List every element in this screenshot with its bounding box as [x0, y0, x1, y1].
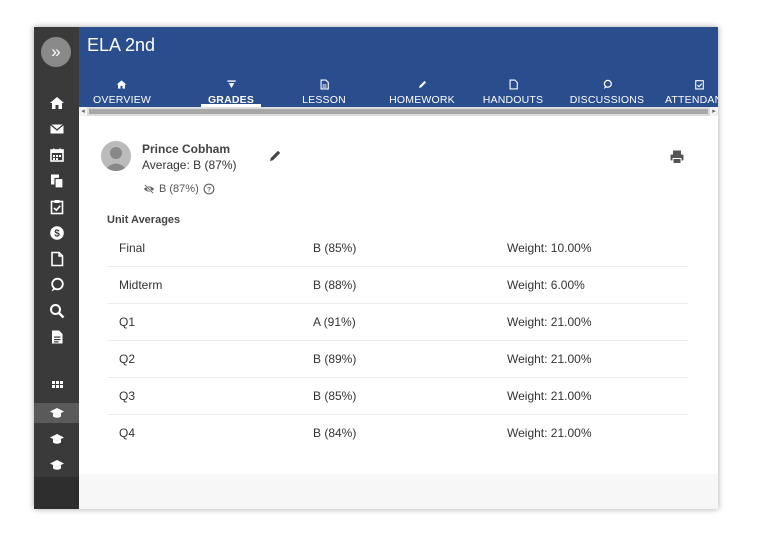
unit-weight: Weight: 10.00% [507, 241, 592, 255]
scroll-right-arrow-icon[interactable]: ▸ [710, 107, 718, 116]
unit-grade: B (85%) [313, 241, 357, 255]
unit-grade: B (84%) [313, 426, 357, 440]
list-item[interactable]: Q1 A (91%) Weight: 21.00% [107, 304, 688, 341]
sidebar-footer [34, 477, 79, 509]
course-header: ELA 2nd OVERVIEW GRADES LESSON PLANS HOM… [79, 27, 718, 118]
unit-name: Q3 [119, 389, 136, 403]
list-item[interactable]: Q3 B (85%) Weight: 21.00% [107, 378, 688, 415]
unit-weight: Weight: 21.00% [507, 352, 592, 366]
home-icon[interactable] [34, 93, 79, 113]
unit-averages-title: Unit Averages [107, 214, 181, 226]
dollar-icon[interactable]: $ [34, 223, 79, 243]
tab-label: ATTENDANCE [665, 94, 718, 106]
eye-slash-icon[interactable] [143, 183, 155, 195]
clipboard-check-icon[interactable] [34, 197, 79, 217]
unit-name: Q2 [119, 352, 136, 366]
unit-grade: B (89%) [313, 352, 357, 366]
unit-averages-list: Final B (85%) Weight: 10.00% Midterm B (… [107, 230, 688, 451]
list-item[interactable]: Q2 B (89%) Weight: 21.00% [107, 341, 688, 378]
scroll-thumb[interactable] [89, 109, 708, 114]
grid-icon[interactable] [34, 375, 79, 395]
unit-grade: B (88%) [313, 278, 357, 292]
sidebar-toggle-button[interactable]: » [41, 37, 71, 67]
tab-discussions[interactable]: DISCUSSIONS [568, 79, 646, 107]
tab-overview[interactable]: OVERVIEW [93, 79, 152, 107]
student-average: Average: B (87%) [142, 158, 237, 172]
file-text-icon[interactable] [34, 327, 79, 347]
pencil-icon[interactable] [267, 148, 283, 164]
tab-grades[interactable]: GRADES [201, 79, 261, 107]
tab-label: HANDOUTS [482, 94, 544, 106]
tab-handouts[interactable]: HANDOUTS [481, 79, 545, 107]
search-icon[interactable] [34, 301, 79, 321]
app-window: » $ [34, 27, 718, 509]
unit-name: Q1 [119, 315, 136, 329]
unit-weight: Weight: 21.00% [507, 315, 592, 329]
unit-name: Midterm [119, 278, 163, 292]
chat-icon [568, 79, 646, 91]
list-item[interactable]: Midterm B (88%) Weight: 6.00% [107, 267, 688, 304]
hidden-average: B (87%) ? [143, 183, 215, 195]
graduation-cap-icon[interactable] [34, 455, 79, 475]
list-item[interactable]: Final B (85%) Weight: 10.00% [107, 230, 688, 267]
graduation-cap-icon[interactable] [34, 403, 79, 423]
copy-icon[interactable] [34, 171, 79, 191]
unit-grade: A (91%) [313, 315, 356, 329]
svg-text:$: $ [54, 229, 60, 240]
active-tab-indicator [201, 104, 261, 107]
hidden-average-value: B (87%) [159, 183, 199, 195]
unit-weight: Weight: 21.00% [507, 389, 592, 403]
tab-label: OVERVIEW [93, 94, 152, 106]
avatar [101, 141, 131, 171]
page-footer [79, 474, 718, 509]
tab-attendance[interactable]: ATTENDANCE [665, 79, 718, 107]
tab-label: GRADES [207, 94, 255, 106]
mail-icon[interactable] [34, 119, 79, 139]
handout-icon [481, 79, 545, 91]
help-circle-icon[interactable]: ? [203, 183, 215, 195]
grades-icon [207, 79, 255, 91]
calendar-icon[interactable] [34, 145, 79, 165]
sidebar: » $ [34, 27, 79, 509]
unit-weight: Weight: 21.00% [507, 426, 592, 440]
pencil-icon [389, 79, 455, 91]
tab-scrollbar[interactable]: ◂ ▸ [79, 107, 718, 116]
tab-bar: OVERVIEW GRADES LESSON PLANS HOMEWORK HA… [79, 79, 718, 118]
unit-name: Q4 [119, 426, 136, 440]
document-icon[interactable] [34, 249, 79, 269]
tab-label: HOMEWORK [389, 94, 455, 106]
unit-grade: B (85%) [313, 389, 357, 403]
home-icon [93, 79, 149, 91]
grades-panel: Prince Cobham Average: B (87%) B (87%) ?… [79, 116, 718, 474]
list-item[interactable]: Q4 B (84%) Weight: 21.00% [107, 415, 688, 451]
course-title: ELA 2nd [87, 35, 156, 55]
student-name: Prince Cobham [142, 142, 231, 156]
graduation-cap-icon[interactable] [34, 429, 79, 449]
attendance-icon [665, 79, 718, 91]
printer-icon[interactable] [669, 149, 685, 165]
tab-lesson-plans[interactable]: LESSON PLANS [284, 79, 364, 118]
tab-homework[interactable]: HOMEWORK [389, 79, 455, 107]
scroll-left-arrow-icon[interactable]: ◂ [79, 107, 87, 116]
lesson-icon [284, 79, 364, 91]
chat-icon[interactable] [34, 275, 79, 295]
tab-label: DISCUSSIONS [569, 94, 645, 106]
unit-name: Final [119, 241, 146, 255]
svg-text:?: ? [207, 187, 211, 194]
unit-weight: Weight: 6.00% [507, 278, 585, 292]
